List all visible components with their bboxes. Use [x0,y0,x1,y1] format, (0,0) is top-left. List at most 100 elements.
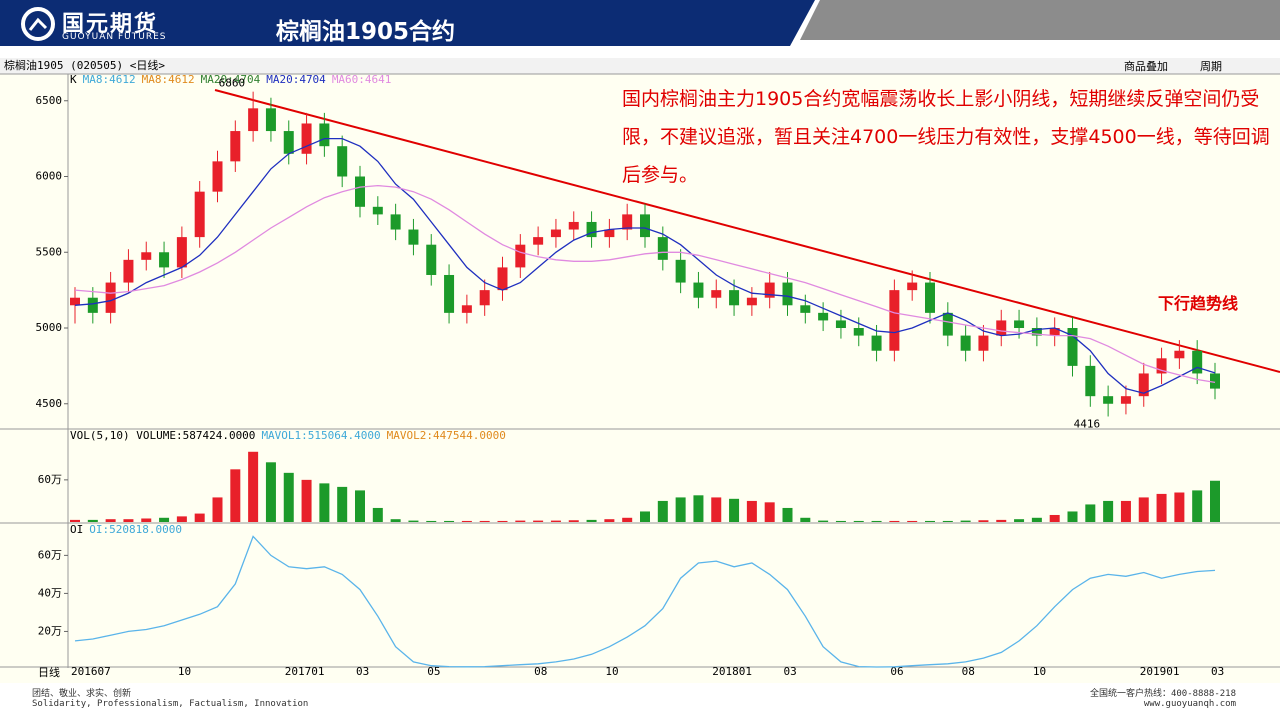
volume-bar [159,517,170,522]
volume-bar [871,520,882,522]
header-stripe [800,0,1280,40]
volume-bar [141,518,152,522]
x-tick-label: 06 [890,665,903,678]
y-tick-label: 60万 [38,548,62,561]
candle-body [1192,350,1203,374]
candle-body [301,123,312,154]
volume-bar [70,519,80,522]
candle-body [889,290,900,351]
candle-body [105,282,116,313]
candle-body [123,259,134,283]
candle-body [604,229,615,238]
legend-entry: MA20:4704 [266,73,326,86]
x-tick-label: 201901 [1140,665,1180,678]
candle-body [390,214,401,230]
x-tick-label: 201801 [712,665,752,678]
legend-entry: MAVOL2:447544.0000 [387,429,506,442]
volume-bar [942,520,953,522]
volume-bar [996,519,1007,522]
logo-icon [21,7,55,41]
candle-body [746,297,757,306]
volume-bar [1014,519,1025,522]
volume-bar [1049,514,1060,522]
candle-body [1031,328,1042,336]
x-tick-label: 05 [427,665,440,678]
candle-body [372,206,383,215]
volume-bar [479,520,490,522]
candle-body [444,274,455,313]
candle-body [622,214,633,230]
candle-body [960,335,971,351]
volume-bar [444,520,455,522]
candle-body [479,290,490,306]
volume-bar [889,520,900,522]
candle-body [675,259,686,283]
candle-body [1085,365,1096,397]
candle-body [194,191,205,238]
candle-body [230,131,241,162]
candle-body [996,320,1007,336]
volume-bar [461,520,472,522]
candle-body [283,131,294,154]
commentary: 国内棕榈油主力1905合约宽幅震荡收长上影小阴线，短期继续反弹空间仍受限，不建议… [622,88,1270,186]
y-tick-label: 4500 [36,397,63,410]
candle-body [800,305,811,313]
volume-bar [194,513,205,522]
volume-bar [390,519,401,522]
volume-bar [212,497,223,522]
toolbar-button[interactable]: 周期 [1200,60,1222,73]
motto: 团结、敬业、求实、创新 [32,689,132,699]
website: www.guoyuanqh.com [1143,699,1236,709]
candle-body [265,108,276,132]
volume-bar [1138,497,1149,522]
header [0,0,1280,46]
instrument: 棕榈油1905 (020505) <日线> [4,58,165,72]
volume-bar [568,520,579,522]
candle-body [70,297,80,306]
candle-body [1014,320,1025,329]
candle-body [408,229,419,245]
candle-body [319,123,330,147]
period-label: 日线 [38,665,60,679]
volume-bar [497,520,508,522]
candle-body [355,176,365,207]
candle-body [141,252,152,260]
candle-body [925,282,935,313]
volume-bar [693,495,704,522]
volume-bar [1210,480,1220,522]
volume-bar [800,517,811,522]
toolbar-button[interactable]: 商品叠加 [1124,59,1168,73]
volume-bar [640,511,650,522]
volume-bar [711,497,722,522]
volume-bar [248,451,259,522]
volume-bar [337,486,348,522]
x-tick-label: 03 [356,665,369,678]
volume-bar [675,497,686,522]
volume-bar [1192,490,1203,522]
candle-body [461,305,472,313]
trend-label: 下行趋势线 [1158,294,1239,313]
candle-body [550,229,561,238]
volume-bar [1103,500,1114,522]
ma-line [74,184,1216,384]
candle-body [87,297,98,313]
x-tick-label: 08 [534,665,547,678]
x-tick-label: 03 [784,665,797,678]
y-tick-label: 6000 [36,170,63,183]
candle-body [818,312,829,321]
volume-bar [1031,517,1042,522]
y-tick-label: 5500 [36,245,63,258]
candle-body [978,335,989,351]
candle-body [782,282,793,306]
volume-bar [105,519,116,522]
candle-body [212,161,223,192]
candle-body [1049,328,1060,336]
candle-body [497,267,508,291]
volume-bar [283,472,294,522]
candle-body [711,290,722,298]
x-tick-label: 08 [962,665,975,678]
page-title: 棕榈油1905合约 [276,19,456,45]
legend-entry: MA8:4612 [142,73,195,86]
logo-subtext: GUOYUAN FUTURES [62,32,167,42]
